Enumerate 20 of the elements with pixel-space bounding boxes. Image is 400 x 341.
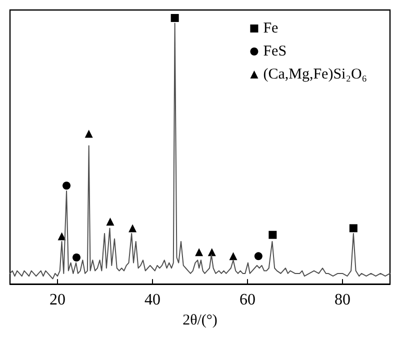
point [128,224,137,232]
legend-label: (Ca,Mg,Fe)Si₂O₆ [263,66,368,82]
point [195,248,204,256]
legend-label: Fe [263,20,279,36]
x-tick-label: 40 [144,292,160,309]
x-tick-label: 60 [240,292,256,309]
point [62,182,71,190]
legend-label: FeS [263,44,287,60]
point [170,14,179,22]
point [268,230,277,239]
point [349,224,358,232]
point [84,130,93,138]
point [254,252,262,260]
point [106,218,114,226]
x-axis-title: 2θ/(°) [182,312,218,328]
x-tick-label: 80 [334,292,350,309]
point [58,232,66,240]
x-tick-label: 20 [50,292,66,309]
point [229,252,238,260]
point [72,253,80,262]
